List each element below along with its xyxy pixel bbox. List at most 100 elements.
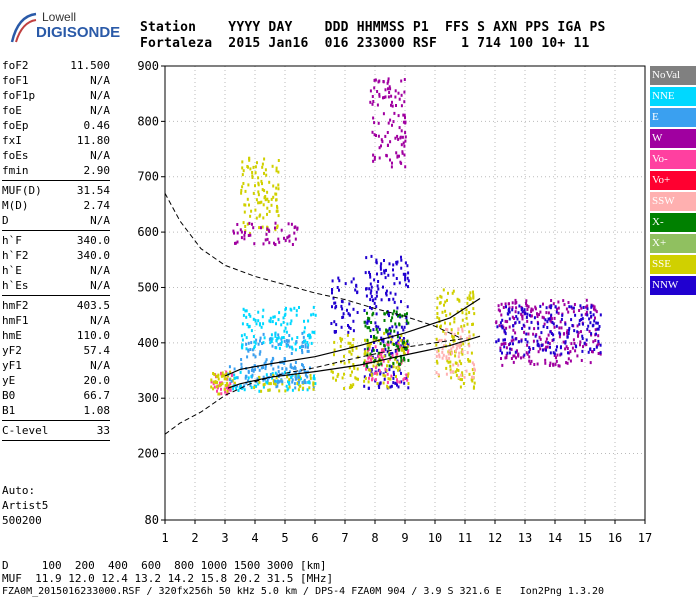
echo-point	[457, 327, 460, 331]
echo-point	[521, 327, 524, 330]
echo-point	[251, 171, 254, 174]
echo-point	[253, 345, 256, 348]
echo-point	[436, 315, 439, 319]
echo-point	[262, 375, 265, 379]
echo-point	[366, 343, 369, 347]
echo-point	[395, 104, 397, 107]
echo-point	[244, 229, 247, 233]
echo-point	[387, 343, 390, 347]
echo-point	[450, 376, 453, 380]
param-label: MUF(D)	[2, 184, 42, 197]
param-row: h`F2 340.0	[2, 248, 110, 263]
echo-point	[401, 339, 404, 343]
echo-point	[524, 312, 527, 316]
echo-point	[298, 370, 301, 374]
echo-point	[229, 388, 232, 392]
echo-point	[384, 276, 387, 280]
echo-point	[389, 158, 391, 162]
echo-point	[335, 330, 337, 333]
echo-point	[594, 339, 597, 342]
echo-point	[364, 324, 367, 328]
echo-point	[580, 330, 582, 334]
echo-point	[542, 302, 544, 306]
echo-point	[386, 372, 389, 376]
echo-point	[398, 362, 401, 366]
param-label: h`F	[2, 234, 22, 247]
echo-point	[379, 267, 382, 271]
x-tick-label: 15	[578, 531, 592, 545]
echo-point	[520, 339, 523, 343]
echo-point	[391, 161, 393, 165]
param-label: yF2	[2, 344, 22, 357]
echo-point	[395, 277, 398, 280]
echo-point	[568, 326, 571, 330]
echo-point	[378, 327, 381, 331]
echo-point	[562, 299, 565, 303]
echo-point	[366, 321, 369, 325]
echo-point	[386, 81, 389, 85]
param-value: 2.74	[83, 199, 111, 212]
echo-point	[403, 113, 406, 117]
param-value: 403.5	[76, 299, 110, 312]
echo-point	[397, 339, 400, 343]
echo-point	[514, 310, 517, 314]
echo-point	[536, 315, 539, 318]
echo-point	[521, 307, 524, 310]
echo-point	[268, 319, 271, 323]
echo-point	[407, 271, 410, 275]
echo-point	[375, 312, 378, 316]
echo-point	[529, 347, 531, 351]
echo-point	[298, 380, 300, 384]
echo-point	[295, 313, 298, 317]
echo-point	[472, 296, 475, 300]
echo-point	[521, 314, 524, 318]
param-row: C-level 33	[2, 423, 110, 438]
echo-point	[392, 120, 395, 124]
echo-point	[468, 294, 471, 298]
echo-point	[266, 190, 269, 194]
echo-point	[577, 333, 580, 337]
echo-point	[512, 354, 515, 358]
echo-point	[370, 289, 373, 293]
echo-point	[377, 325, 380, 329]
echo-point	[233, 376, 236, 380]
echo-point	[254, 208, 257, 212]
echo-point	[250, 329, 253, 333]
echo-point	[390, 165, 393, 169]
echo-point	[243, 388, 246, 392]
echo-point	[536, 312, 538, 316]
echo-point	[457, 369, 460, 372]
echo-point	[401, 151, 404, 155]
echo-point	[452, 335, 455, 339]
echo-point	[248, 313, 251, 316]
param-value: N/A	[90, 264, 110, 277]
echo-point	[588, 329, 591, 333]
param-label: foF1p	[2, 89, 36, 102]
echo-point	[369, 100, 372, 104]
echo-point	[372, 298, 375, 302]
echo-point	[399, 315, 402, 319]
echo-point	[271, 356, 274, 360]
echo-point	[276, 381, 279, 385]
echo-point	[552, 322, 555, 326]
echo-point	[552, 351, 555, 355]
auto-version: 500200	[2, 514, 42, 527]
echo-point	[240, 366, 243, 370]
echo-point	[248, 221, 251, 225]
echo-point	[391, 100, 393, 104]
echo-point	[368, 345, 371, 348]
echo-point	[392, 273, 395, 277]
echo-point	[248, 232, 251, 235]
echo-point	[375, 364, 378, 368]
param-row: foF1p N/A	[2, 88, 110, 103]
echo-point	[241, 386, 243, 390]
echo-point	[403, 356, 405, 360]
echo-point	[265, 232, 268, 236]
echo-point	[593, 319, 596, 323]
echo-point	[576, 324, 579, 328]
echo-point	[270, 197, 273, 201]
echo-point	[468, 372, 471, 376]
echo-point	[399, 313, 401, 317]
echo-point	[266, 212, 268, 216]
